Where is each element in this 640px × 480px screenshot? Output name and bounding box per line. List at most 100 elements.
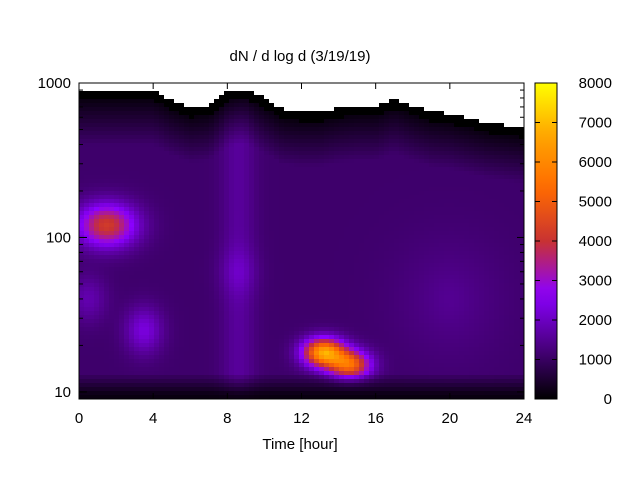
heatmap-cell bbox=[114, 287, 120, 292]
heatmap-cell bbox=[294, 343, 300, 348]
heatmap-cell bbox=[364, 163, 370, 168]
heatmap-cell bbox=[289, 111, 295, 116]
heatmap-cell bbox=[169, 139, 175, 144]
heatmap-cell bbox=[159, 291, 165, 296]
heatmap-cell bbox=[329, 311, 335, 316]
heatmap-cell bbox=[329, 207, 335, 212]
heatmap-cell bbox=[364, 291, 370, 296]
heatmap-cell bbox=[244, 179, 250, 184]
heatmap-cell bbox=[174, 387, 180, 392]
heatmap-cell bbox=[284, 347, 290, 352]
heatmap-cell bbox=[274, 195, 280, 200]
heatmap-cell bbox=[119, 155, 125, 160]
heatmap-cell bbox=[184, 171, 190, 176]
heatmap-cell bbox=[189, 183, 195, 188]
heatmap-cell bbox=[374, 99, 380, 104]
heatmap-cell bbox=[179, 171, 185, 176]
heatmap-cell bbox=[84, 311, 90, 316]
heatmap-cell bbox=[119, 203, 125, 208]
heatmap-cell bbox=[259, 155, 265, 160]
heatmap-cell bbox=[114, 187, 120, 192]
heatmap-cell bbox=[309, 291, 315, 296]
heatmap-cell bbox=[199, 303, 205, 308]
heatmap-cell bbox=[189, 283, 195, 288]
heatmap-cell bbox=[209, 239, 215, 244]
heatmap-cell bbox=[159, 243, 165, 248]
heatmap-cell bbox=[284, 179, 290, 184]
heatmap-cell bbox=[229, 343, 235, 348]
heatmap-cell bbox=[254, 279, 260, 284]
heatmap-cell bbox=[249, 167, 255, 172]
heatmap-cell bbox=[354, 199, 360, 204]
heatmap-cell bbox=[124, 123, 130, 128]
heatmap-cell bbox=[214, 123, 220, 128]
heatmap-cell bbox=[114, 275, 120, 280]
heatmap-cell bbox=[289, 91, 295, 96]
heatmap-cell bbox=[274, 319, 280, 324]
heatmap-cell bbox=[354, 371, 360, 376]
heatmap-cell bbox=[79, 283, 85, 288]
heatmap-cell bbox=[309, 215, 315, 220]
heatmap-cell bbox=[309, 183, 315, 188]
heatmap-cell bbox=[314, 355, 320, 360]
heatmap-cell bbox=[234, 303, 240, 308]
heatmap-cell bbox=[294, 255, 300, 260]
heatmap-cell bbox=[174, 335, 180, 340]
heatmap-cell bbox=[199, 87, 205, 92]
heatmap-cell bbox=[149, 195, 155, 200]
heatmap-cell bbox=[79, 395, 85, 399]
heatmap-cell bbox=[184, 151, 190, 156]
heatmap-cell bbox=[234, 339, 240, 344]
heatmap-cell bbox=[239, 355, 245, 360]
heatmap-cell bbox=[199, 323, 205, 328]
heatmap-cell bbox=[324, 123, 330, 128]
heatmap-cell bbox=[234, 243, 240, 248]
heatmap-cell bbox=[289, 163, 295, 168]
heatmap-cell bbox=[194, 291, 200, 296]
heatmap-cell bbox=[79, 339, 85, 344]
heatmap-cell bbox=[254, 311, 260, 316]
heatmap-cell bbox=[269, 387, 275, 392]
heatmap-cell bbox=[334, 139, 340, 144]
heatmap-cell bbox=[94, 143, 100, 148]
heatmap-cell bbox=[359, 371, 365, 376]
heatmap-cell bbox=[219, 83, 225, 88]
heatmap-cell bbox=[299, 239, 305, 244]
heatmap-cell bbox=[189, 259, 195, 264]
heatmap-cell bbox=[259, 359, 265, 364]
heatmap-cell bbox=[379, 323, 385, 328]
heatmap-cell bbox=[104, 299, 110, 304]
heatmap-cell bbox=[189, 179, 195, 184]
heatmap-cell bbox=[134, 271, 140, 276]
heatmap-cell bbox=[319, 383, 325, 388]
heatmap-cell bbox=[234, 295, 240, 300]
heatmap-cell bbox=[109, 231, 115, 236]
heatmap-cell bbox=[299, 331, 305, 336]
heatmap-cell bbox=[214, 203, 220, 208]
heatmap-cell bbox=[374, 263, 380, 268]
heatmap-cell bbox=[274, 115, 280, 120]
heatmap-cell bbox=[349, 207, 355, 212]
heatmap-cell bbox=[109, 383, 115, 388]
heatmap-cell bbox=[219, 251, 225, 256]
heatmap-cell bbox=[169, 155, 175, 160]
heatmap-cell bbox=[94, 355, 100, 360]
heatmap-cell bbox=[379, 135, 385, 140]
heatmap-cell bbox=[299, 195, 305, 200]
heatmap-cell bbox=[214, 95, 220, 100]
heatmap-cell bbox=[319, 95, 325, 100]
heatmap-cell bbox=[374, 303, 380, 308]
heatmap-cell bbox=[179, 319, 185, 324]
heatmap-cell bbox=[229, 319, 235, 324]
heatmap-cell bbox=[269, 379, 275, 384]
heatmap-cell bbox=[294, 119, 300, 124]
heatmap-cell bbox=[219, 395, 225, 399]
heatmap-cell bbox=[84, 227, 90, 232]
heatmap-cell bbox=[284, 155, 290, 160]
heatmap-cell bbox=[219, 387, 225, 392]
heatmap-cell bbox=[289, 295, 295, 300]
heatmap-cell bbox=[229, 211, 235, 216]
heatmap-cell bbox=[154, 371, 160, 376]
heatmap-cell bbox=[289, 291, 295, 296]
heatmap-cell bbox=[354, 103, 360, 108]
